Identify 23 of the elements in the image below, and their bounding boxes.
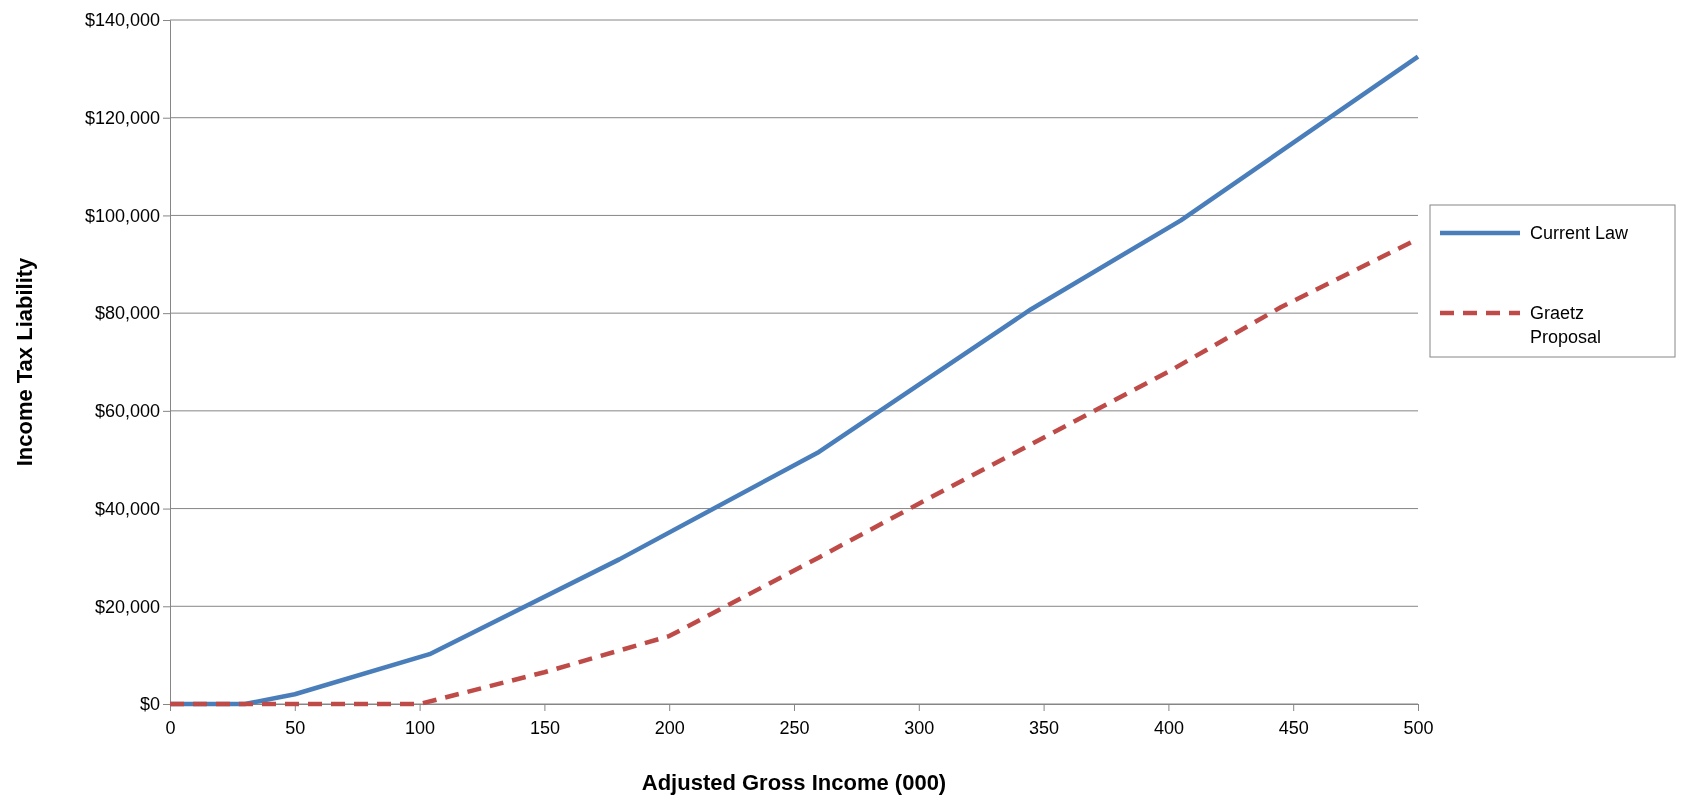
x-tick-label: 500 — [1403, 717, 1434, 738]
x-tick-label: 100 — [405, 717, 436, 738]
x-tick-label: 300 — [904, 717, 935, 738]
x-tick-label: 0 — [165, 717, 176, 738]
y-tick-label: $40,000 — [94, 498, 160, 519]
x-tick-label: 50 — [285, 717, 306, 738]
x-tick-label: 350 — [1029, 717, 1060, 738]
x-tick-label: 150 — [529, 717, 560, 738]
y-tick-label: $120,000 — [84, 107, 160, 128]
x-tick-label: 450 — [1278, 717, 1309, 738]
y-axis-title: Income Tax Liability — [12, 256, 37, 467]
y-tick-label: $140,000 — [84, 10, 160, 31]
x-tick-label: 400 — [1153, 717, 1184, 738]
y-tick-label: $80,000 — [94, 303, 160, 324]
x-tick-label: 250 — [779, 717, 810, 738]
legend-label: Current Law — [1530, 223, 1630, 243]
y-tick-label: $0 — [139, 694, 160, 715]
x-axis-title: Adjusted Gross Income (000) — [641, 770, 947, 795]
y-tick-label: $100,000 — [84, 205, 160, 226]
y-tick-label: $60,000 — [94, 401, 160, 422]
legend-label: Graetz Proposal — [1530, 303, 1602, 348]
y-tick-label: $20,000 — [94, 596, 160, 617]
x-tick-label: 200 — [654, 717, 685, 738]
